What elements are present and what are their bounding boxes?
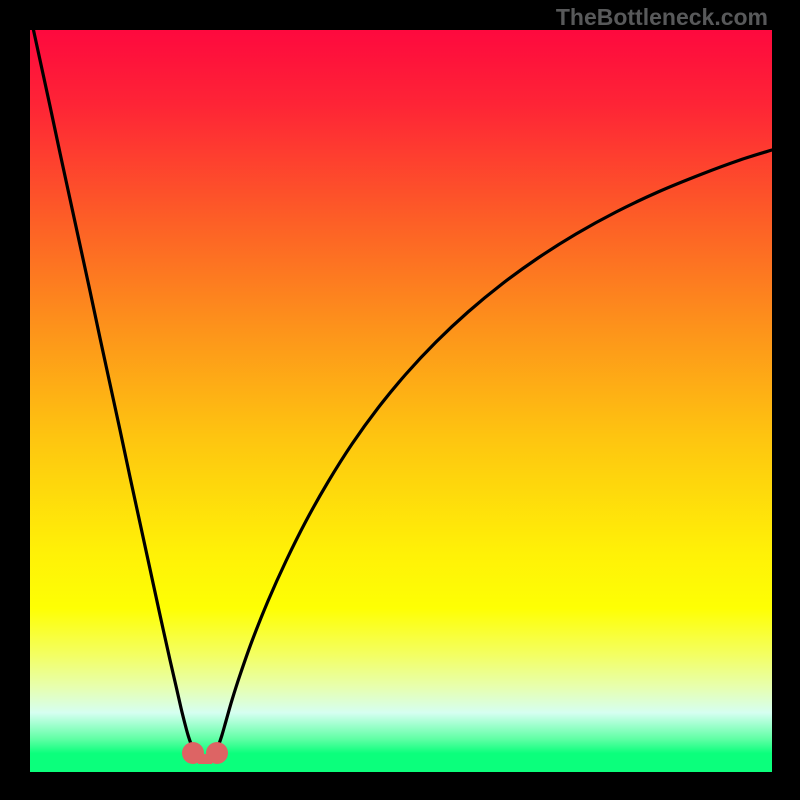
marker-right bbox=[206, 742, 228, 764]
left-branch-curve bbox=[30, 30, 191, 744]
marker-left bbox=[182, 742, 204, 764]
right-branch-curve bbox=[219, 150, 772, 744]
plot-area bbox=[30, 30, 772, 772]
curve-layer bbox=[30, 30, 772, 772]
chart-frame: TheBottleneck.com bbox=[0, 0, 800, 800]
watermark-text: TheBottleneck.com bbox=[556, 4, 768, 31]
